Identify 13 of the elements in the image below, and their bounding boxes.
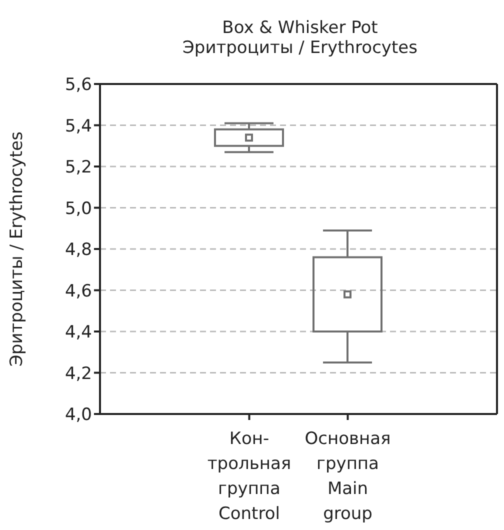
y-tick-label: 4,6 [64, 281, 92, 302]
y-tick-label: 4,8 [64, 240, 92, 260]
y-tick-label: 4,2 [64, 364, 92, 384]
y-tick-label: 4,0 [64, 405, 92, 426]
y-tick-label: 5,0 [64, 198, 92, 219]
chart-title: Box & Whisker Pot Эритроциты / Erythrocytes [182, 18, 418, 58]
y-tick-label: 5,4 [64, 116, 92, 136]
y-tick-label: 4,4 [64, 322, 92, 343]
y-axis-title: Эритроциты / Erythrocytes [7, 131, 28, 366]
y-tick-label: 5,6 [64, 75, 92, 96]
x-tick-label: Кон- трольная группа Control [207, 429, 292, 524]
y-tick-label: 5,2 [64, 158, 92, 178]
x-tick-label: Основная группа Main group [304, 429, 391, 524]
